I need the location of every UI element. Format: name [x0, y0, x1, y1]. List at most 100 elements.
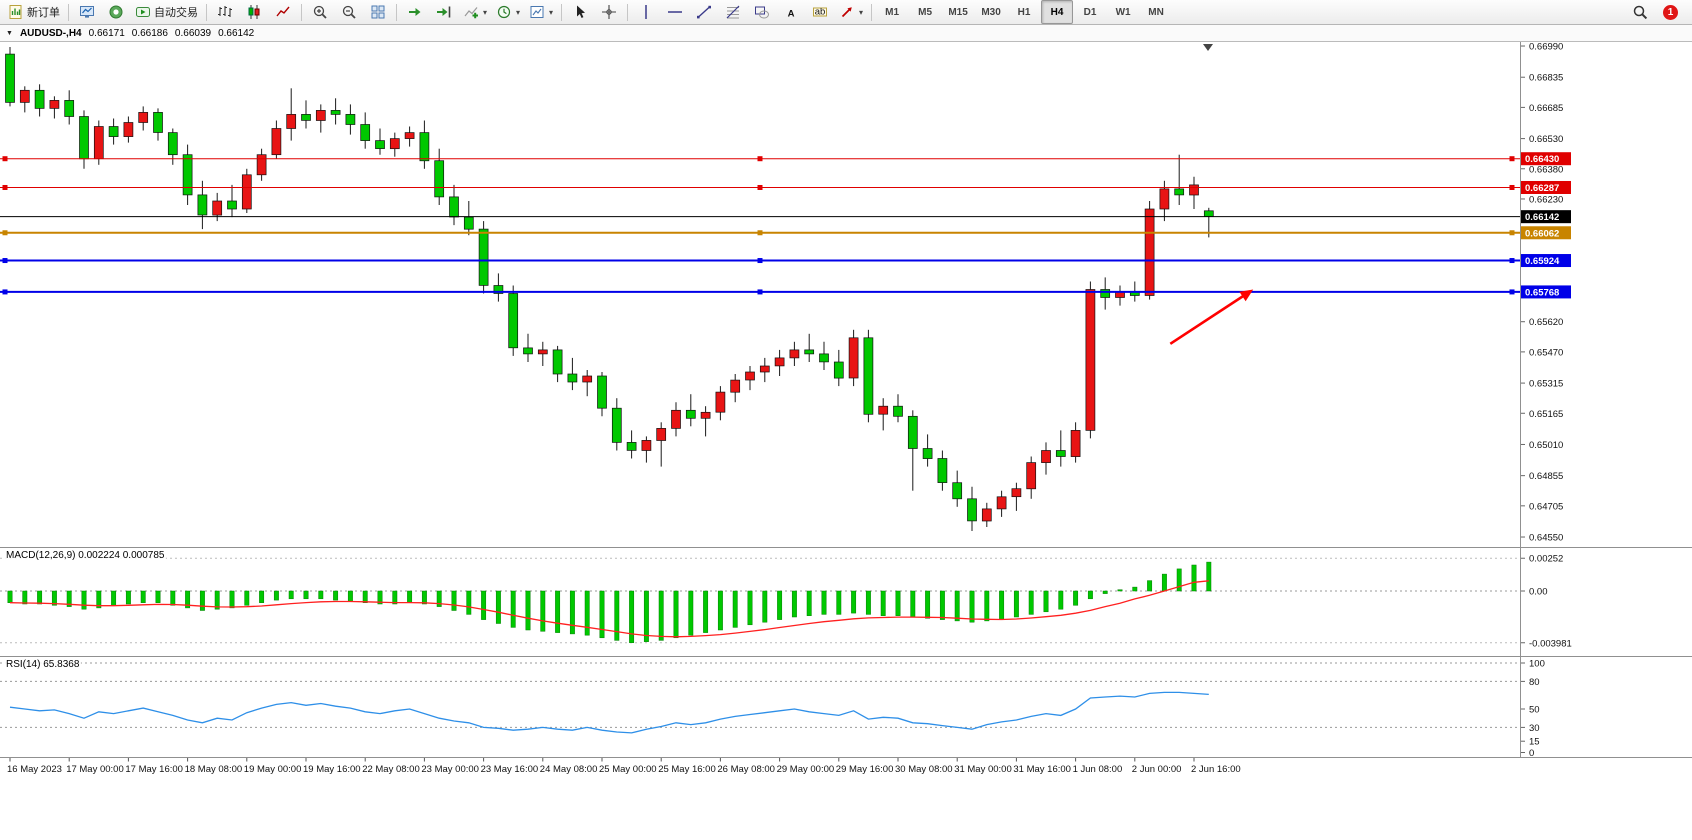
- candlestick-chart-icon: [248, 5, 260, 19]
- svg-text:18 May 08:00: 18 May 08:00: [185, 764, 243, 775]
- indicators-button[interactable]: ▾: [459, 1, 491, 23]
- tf-h4-button-label: H4: [1050, 6, 1064, 18]
- svg-text:0.66380: 0.66380: [1529, 164, 1563, 175]
- svg-text:29 May 00:00: 29 May 00:00: [777, 764, 835, 775]
- tf-m5-button[interactable]: M5: [909, 0, 941, 24]
- shapes-icon: [755, 6, 770, 19]
- macd-histogram: [7, 561, 1212, 643]
- templates-button[interactable]: ▾: [525, 1, 557, 23]
- search-icon: [1633, 5, 1648, 20]
- rsi-plot-container: RSI(14) 65.8368: [0, 657, 1520, 757]
- svg-text:0.65924: 0.65924: [1525, 256, 1560, 267]
- fibonacci-button[interactable]: [719, 1, 747, 23]
- crosshair-button[interactable]: [595, 1, 623, 23]
- toolbar-separator: [206, 3, 207, 21]
- chart-shift-marker-icon: [1203, 44, 1213, 51]
- tf-mn-button[interactable]: MN: [1140, 0, 1172, 24]
- new-order-button-label: 新订单: [27, 7, 60, 19]
- horizontal-line-0.66287[interactable]: [0, 184, 1520, 190]
- tf-m15-button-label: M15: [948, 6, 968, 18]
- dropdown-caret-icon: ▾: [516, 7, 521, 17]
- toolbar-separator: [68, 3, 69, 21]
- zoom-in-button[interactable]: [306, 1, 334, 23]
- tf-m15-button[interactable]: M15: [942, 0, 974, 24]
- chart-symbol-label: AUDUSD-,H4: [19, 27, 82, 39]
- notification-badge[interactable]: 1: [1663, 4, 1678, 20]
- svg-text:0.66990: 0.66990: [1529, 42, 1563, 53]
- zoom-out-icon: [342, 5, 356, 19]
- horizontal-line-0.66430[interactable]: [0, 156, 1520, 162]
- search-button[interactable]: [1626, 1, 1654, 23]
- terminal-button[interactable]: [73, 1, 101, 23]
- bar-chart-button[interactable]: [211, 1, 239, 23]
- arrows-icon: [841, 7, 852, 18]
- text-button[interactable]: A: [777, 1, 805, 23]
- price-axis[interactable]: 0.66990 0.66835 0.66685 0.66530 0.66380 0.662…: [1521, 42, 1692, 547]
- arrows-button[interactable]: ▾: [835, 1, 867, 23]
- autoscroll-button[interactable]: [401, 1, 429, 23]
- tf-m1-button-label: M1: [885, 6, 900, 18]
- tf-w1-button[interactable]: W1: [1107, 0, 1139, 24]
- tf-m1-button[interactable]: M1: [876, 0, 908, 24]
- periods-button[interactable]: ▾: [492, 1, 524, 23]
- svg-text:0.66685: 0.66685: [1529, 103, 1563, 114]
- macd-axis-col: 0.00252 0.00 -0.003981: [1520, 548, 1692, 656]
- new-order-button[interactable]: 新订单: [4, 1, 64, 23]
- vertical-line-button[interactable]: [632, 1, 660, 23]
- line-chart-button[interactable]: [269, 1, 297, 23]
- macd-panel[interactable]: [0, 548, 1520, 656]
- tile-windows-button[interactable]: [364, 1, 392, 23]
- price-badge-0.66430: 0.66430: [1521, 152, 1571, 166]
- horizontal-line-0.66062[interactable]: [0, 230, 1520, 236]
- trendline-button[interactable]: [690, 1, 718, 23]
- collapse-chart-icon[interactable]: ▼: [6, 29, 13, 37]
- shapes-button[interactable]: [748, 1, 776, 23]
- chart-shift-button[interactable]: [430, 1, 458, 23]
- rsi-panel[interactable]: [0, 657, 1520, 757]
- price-chart[interactable]: [0, 42, 1520, 547]
- horizontal-line-button[interactable]: [661, 1, 689, 23]
- horizontal-line-icon: [668, 11, 683, 13]
- ohlc-low: 0.66039: [174, 27, 212, 39]
- price-badge-0.65924: 0.65924: [1521, 254, 1571, 268]
- svg-text:0.64550: 0.64550: [1529, 533, 1563, 544]
- svg-text:19 May 16:00: 19 May 16:00: [303, 764, 361, 775]
- cursor-button[interactable]: [566, 1, 594, 23]
- chart-titlebar: ▼ AUDUSD-,H4 0.66171 0.66186 0.66039 0.6…: [0, 25, 1692, 42]
- tf-h4-button[interactable]: H4: [1041, 0, 1074, 24]
- trend-arrow[interactable]: [1169, 289, 1254, 345]
- tf-w1-button-label: W1: [1115, 6, 1131, 18]
- indicators-icon: [464, 7, 478, 19]
- horizontal-line-0.65768[interactable]: [0, 289, 1520, 295]
- tf-m30-button[interactable]: M30: [975, 0, 1007, 24]
- svg-text:50: 50: [1529, 705, 1540, 716]
- autotrading-button[interactable]: 自动交易: [131, 1, 202, 23]
- text-icon: A: [788, 9, 795, 20]
- text-label-button[interactable]: ab: [806, 1, 834, 23]
- svg-text:0.65470: 0.65470: [1529, 347, 1563, 358]
- candlestick-chart-button[interactable]: [240, 1, 268, 23]
- macd-axis[interactable]: 0.00252 0.00 -0.003981: [1521, 548, 1692, 656]
- svg-text:29 May 16:00: 29 May 16:00: [836, 764, 894, 775]
- svg-text:24 May 08:00: 24 May 08:00: [540, 764, 598, 775]
- price-axis-col: 0.66990 0.66835 0.66685 0.66530 0.66380 0.662…: [1520, 42, 1692, 547]
- rsi-axis[interactable]: 100 80 50 30 150: [1521, 657, 1692, 757]
- community-button[interactable]: [102, 1, 130, 23]
- svg-text:0.66530: 0.66530: [1529, 134, 1563, 145]
- cursor-icon: [577, 5, 586, 18]
- community-icon: [109, 5, 123, 19]
- tf-d1-button[interactable]: D1: [1074, 0, 1106, 24]
- horizontal-line-0.65924[interactable]: [0, 258, 1520, 264]
- dropdown-caret-icon: ▾: [483, 7, 488, 17]
- svg-text:17 May 00:00: 17 May 00:00: [66, 764, 124, 775]
- time-axis[interactable]: 16 May 2023 17 May 00:00 17 May 16:00 18 Ma…: [0, 758, 1692, 779]
- tf-m5-button-label: M5: [918, 6, 933, 18]
- svg-text:0.65010: 0.65010: [1529, 440, 1563, 451]
- zoom-out-button[interactable]: [335, 1, 363, 23]
- tf-h1-button-label: H1: [1017, 6, 1031, 18]
- toolbar-separator: [627, 3, 629, 21]
- periods-icon: [497, 5, 511, 19]
- tf-h1-button[interactable]: H1: [1008, 0, 1040, 24]
